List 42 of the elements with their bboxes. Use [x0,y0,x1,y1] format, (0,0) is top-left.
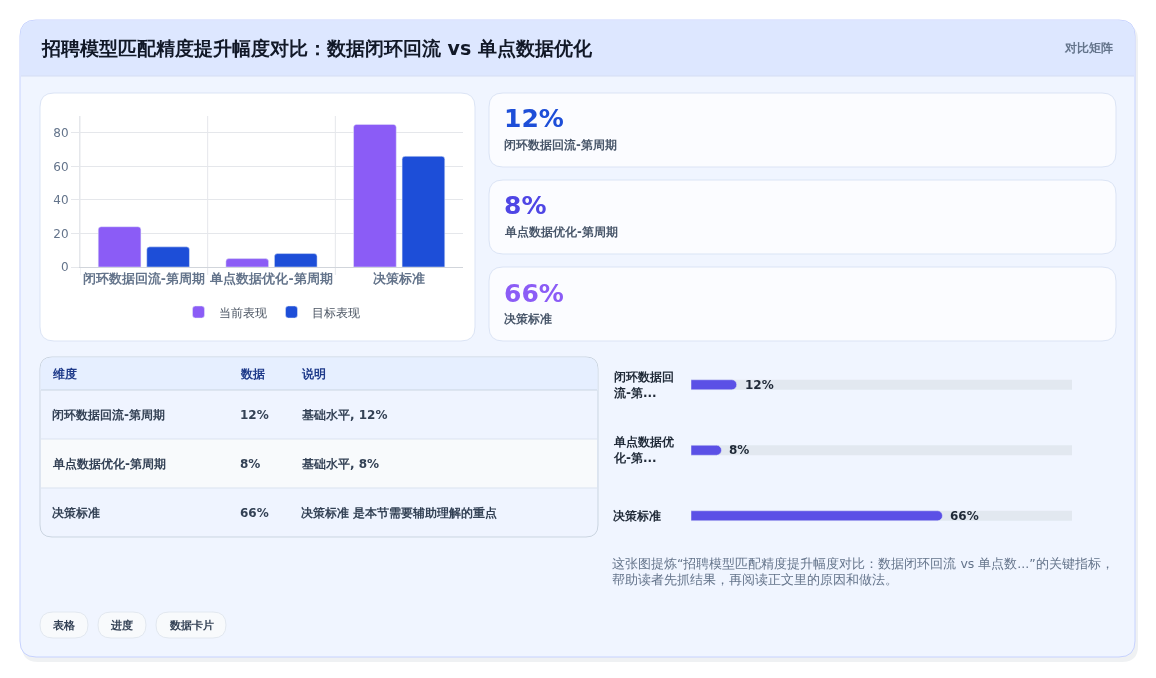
bar [274,253,318,267]
x-tick-label: 闭环数据回流-第周期 [82,271,205,286]
text: 12% [504,104,564,133]
category-label: 说明 [301,367,326,381]
chart-title: 招聘模型匹配精度提升幅度对比：数据闭环回流 vs 单点数据优化 [41,36,593,59]
text: 66% [504,279,564,308]
text: 单点数据优化-第周期 [504,225,618,239]
y-tick-label: 40 [53,193,69,208]
text: 数据卡片 [169,619,214,632]
legend-label: 当前表现 [218,305,267,320]
legend-label: 目标表现 [311,305,360,320]
text: 12% [240,408,269,422]
category-label: 维度 [52,367,77,381]
data-label: 66% [950,509,979,523]
text: 这张图提炼“招聘模型匹配精度提升幅度对比：数据闭环回流 vs 单点数...”的关键指标，帮助读者先抓结果，再阅读正文里的原因和做法。 [612,556,1114,588]
text: 闭环数据回流-第周期 [52,408,165,422]
x-tick-label: 单点数据优化-第周期 [209,271,333,286]
text: 闭环数据回流-第周期 [504,138,617,152]
y-tick-label: 决策标准 [613,509,661,523]
y-tick-label: 80 [53,125,69,140]
text: 基础水平, 12% [302,408,388,422]
text: 进度 [110,619,133,632]
y-tick-label: 60 [53,159,69,174]
text: 决策标准 是本节需要辅助理解的重点 [301,506,498,520]
y-tick-label: 0 [60,260,69,275]
data-label: 8% [729,443,750,457]
text: 决策标准 [504,312,552,326]
category-label: 数据 [240,367,265,381]
text: 8% [504,191,547,220]
text: 基础水平, 8% [302,457,380,471]
bar [225,258,269,267]
data-label: 12% [745,378,774,392]
text: 单点数据优化-第周期 [53,457,166,471]
y-tick-label: 闭环数据回流-第... [613,370,674,400]
text: 66% [240,506,269,520]
text: 对比矩阵 [1064,41,1113,55]
bar [146,246,190,267]
y-tick-label: 20 [53,226,69,241]
text: 8% [240,457,261,471]
y-tick-label: 单点数据优化-第... [613,435,674,465]
x-tick-label: 决策标准 [373,271,426,286]
text: 表格 [52,619,76,632]
